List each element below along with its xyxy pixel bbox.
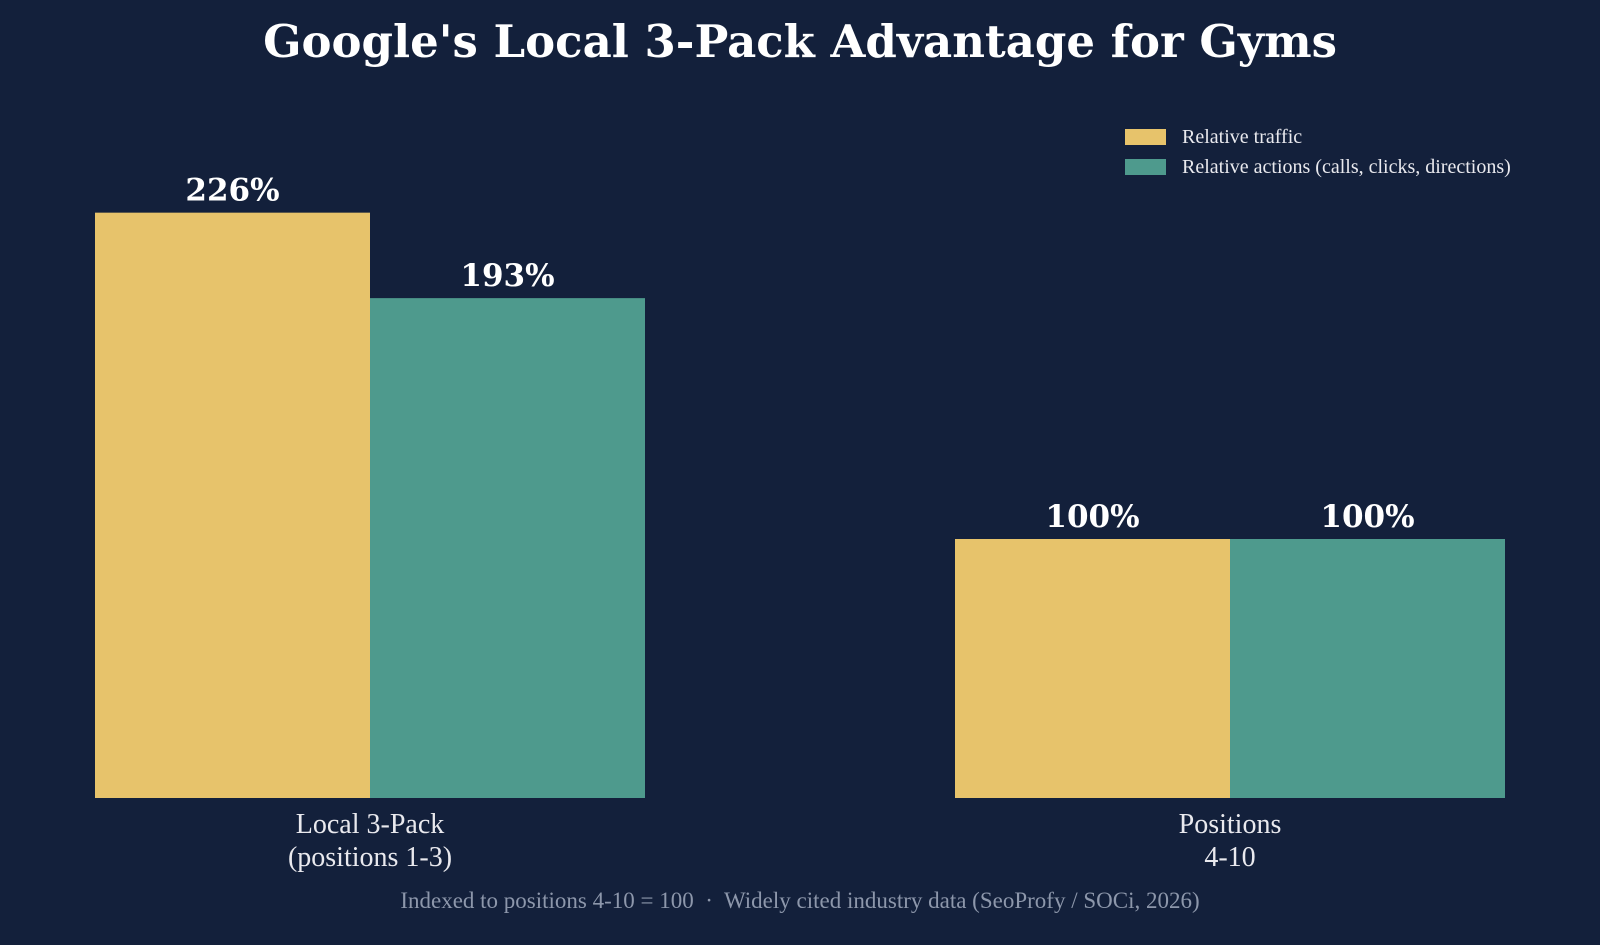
x-tick-label-2-line-1: Positions	[1179, 809, 1282, 840]
value-label-actions-1: 193%	[460, 258, 554, 294]
legend-label-traffic: Relative traffic	[1182, 126, 1302, 148]
x-tick-label-1-line-1: Local 3-Pack	[296, 809, 445, 840]
bar-traffic-2	[955, 539, 1230, 798]
legend: Relative traffic Relative actions (calls…	[1125, 126, 1511, 178]
bar-actions-2	[1230, 539, 1505, 798]
legend-swatch-traffic	[1125, 129, 1166, 145]
bars	[95, 212, 1505, 798]
x-tick-label-1-line-2: (positions 1-3)	[288, 842, 452, 873]
value-label-actions-2: 100%	[1320, 499, 1414, 535]
value-label-traffic-2: 100%	[1045, 499, 1139, 535]
chart-title: Google's Local 3-Pack Advantage for Gyms	[263, 15, 1337, 68]
bar-actions-1	[370, 298, 645, 798]
bar-traffic-1	[95, 212, 370, 798]
value-label-traffic-1: 226%	[185, 173, 279, 209]
legend-swatch-actions	[1125, 159, 1166, 175]
value-labels: 226% 193% 100% 100%	[185, 173, 1414, 535]
legend-label-actions: Relative actions (calls, clicks, directi…	[1182, 156, 1511, 178]
x-tick-label-2-line-2: 4-10	[1204, 842, 1255, 873]
chart-caption: Indexed to positions 4-10 = 100 · Widely…	[400, 888, 1199, 913]
